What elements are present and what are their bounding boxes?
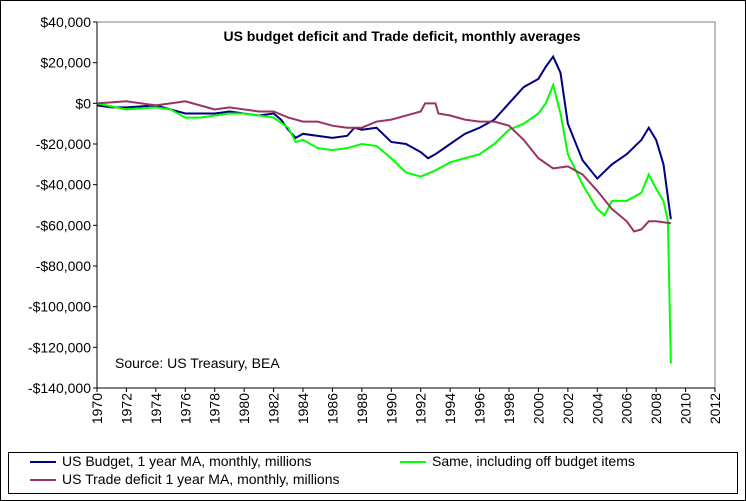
y-tick-label: -$100,000	[28, 299, 91, 315]
x-tick-label: 2008	[648, 393, 664, 424]
x-tick-label: 1974	[148, 393, 164, 424]
plot-area	[96, 21, 716, 389]
x-tick-label: 2000	[530, 393, 546, 424]
x-tick-label: 2004	[589, 393, 605, 424]
y-tick-label: $40,000	[40, 14, 91, 30]
y-tick-label: -$20,000	[36, 136, 91, 152]
chart-title: US budget deficit and Trade deficit, mon…	[223, 28, 580, 44]
y-tick-label: -$140,000	[28, 380, 91, 396]
y-tick-label: -$60,000	[36, 217, 91, 233]
legend	[8, 452, 738, 494]
x-tick-label: 2012	[707, 393, 723, 424]
legend-label: US Budget, 1 year MA, monthly, millions	[62, 453, 312, 469]
x-tick-label: 1978	[207, 393, 223, 424]
x-tick-label: 1976	[177, 393, 193, 424]
series-line	[96, 100, 671, 233]
annotation: Source: US Treasury, BEA	[115, 355, 280, 371]
legend-label: US Trade deficit 1 year MA, monthly, mil…	[62, 471, 340, 487]
legend-label: Same, including off budget items	[432, 453, 635, 469]
x-tick-label: 1984	[295, 393, 311, 424]
x-tick-label: 1990	[383, 393, 399, 424]
y-tick-label: -$80,000	[36, 258, 91, 274]
y-tick-label: $0	[75, 95, 91, 111]
x-tick-label: 1972	[118, 393, 134, 424]
x-tick-label: 1994	[442, 393, 458, 424]
x-tick-label: 2010	[678, 393, 694, 424]
x-tick-label: 1980	[236, 393, 252, 424]
x-tick-label: 2006	[619, 393, 635, 424]
x-tick-label: 1998	[501, 393, 517, 424]
series-line	[96, 54, 672, 220]
x-tick-label: 1996	[472, 393, 488, 424]
y-tick-label: -$40,000	[36, 177, 91, 193]
x-tick-label: 1988	[354, 393, 370, 424]
y-tick-label: $20,000	[40, 55, 91, 71]
x-tick-label: 1982	[266, 393, 282, 424]
x-tick-label: 2002	[560, 393, 576, 424]
y-tick-label: -$120,000	[28, 339, 91, 355]
x-tick-label: 1970	[89, 393, 105, 424]
x-tick-label: 1992	[413, 393, 429, 424]
x-tick-label: 1986	[324, 393, 340, 424]
